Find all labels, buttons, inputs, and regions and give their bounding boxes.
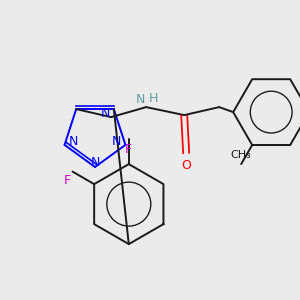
Text: H: H xyxy=(149,92,159,105)
Text: CH₃: CH₃ xyxy=(231,150,252,160)
Text: F: F xyxy=(63,174,70,187)
Text: N: N xyxy=(112,135,122,148)
Text: N: N xyxy=(136,93,145,106)
Text: N: N xyxy=(69,135,78,148)
Text: N: N xyxy=(90,157,100,169)
Text: O: O xyxy=(181,159,191,172)
Text: N: N xyxy=(100,106,110,120)
Text: F: F xyxy=(125,143,132,156)
